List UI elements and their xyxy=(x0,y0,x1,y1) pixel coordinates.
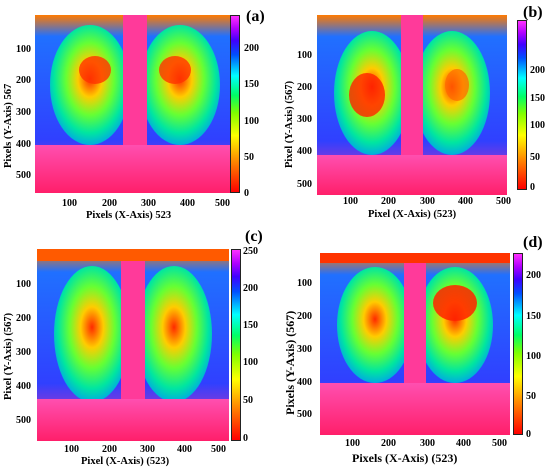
colorbar-tick: 150 xyxy=(244,79,259,90)
y-tick: 200 xyxy=(297,82,312,93)
x-tick: 500 xyxy=(215,198,230,209)
y-tick: 400 xyxy=(297,146,312,157)
x-tick: 300 xyxy=(420,438,435,449)
x-tick: 500 xyxy=(211,444,226,455)
y-axis-label: Pixel (Y-Axis) (567) xyxy=(3,312,14,400)
xray-heatmap-image xyxy=(35,15,235,193)
y-tick: 300 xyxy=(297,114,312,125)
x-tick: 400 xyxy=(458,196,473,207)
colorbar xyxy=(231,249,241,441)
colorbar-tick: 200 xyxy=(530,65,545,76)
x-tick: 200 xyxy=(381,196,396,207)
y-tick: 200 xyxy=(297,311,312,322)
x-tick: 400 xyxy=(456,438,471,449)
colorbar-tick: 200 xyxy=(244,43,259,54)
x-tick: 400 xyxy=(177,444,192,455)
x-tick: 200 xyxy=(102,198,117,209)
colorbar-tick: 100 xyxy=(244,116,259,127)
x-tick: 100 xyxy=(343,196,358,207)
colorbar xyxy=(517,20,527,190)
colorbar-tick: 50 xyxy=(530,152,540,163)
colorbar-tick: 250 xyxy=(243,246,258,257)
y-axis-label: Pixels (Y-Axis) (567) xyxy=(283,310,297,415)
x-tick: 400 xyxy=(180,198,195,209)
x-tick: 500 xyxy=(496,196,511,207)
y-tick: 300 xyxy=(16,347,31,358)
xray-heatmap-image xyxy=(320,253,510,435)
y-tick: 200 xyxy=(16,75,31,86)
x-tick: 100 xyxy=(64,444,79,455)
colorbar xyxy=(513,253,523,435)
x-tick: 500 xyxy=(492,438,507,449)
colorbar-tick: 100 xyxy=(530,120,545,131)
y-tick: 100 xyxy=(297,278,312,289)
y-axis-label: Pixels (Y-Axis) 567 xyxy=(3,83,14,168)
x-tick: 100 xyxy=(345,438,360,449)
colorbar-tick: 50 xyxy=(243,395,253,406)
y-tick: 500 xyxy=(297,409,312,420)
y-tick: 400 xyxy=(16,139,31,150)
x-tick: 300 xyxy=(141,198,156,209)
colorbar-tick: 200 xyxy=(526,270,541,281)
y-tick: 500 xyxy=(16,415,31,426)
y-axis-label: Pixel (Y-Axis) (567) xyxy=(284,80,295,168)
y-tick: 400 xyxy=(16,381,31,392)
x-axis-label: Pixel (X-Axis) (523) xyxy=(368,209,457,220)
x-tick: 300 xyxy=(420,196,435,207)
x-axis-label: Pixels (X-Axis) (523) xyxy=(352,451,458,465)
x-tick: 100 xyxy=(62,198,77,209)
colorbar-tick: 0 xyxy=(244,188,249,199)
x-tick: 300 xyxy=(140,444,155,455)
panel-tag: (b) xyxy=(523,4,543,21)
x-tick: 200 xyxy=(102,444,117,455)
y-tick: 500 xyxy=(297,179,312,190)
colorbar-tick: 200 xyxy=(243,283,258,294)
y-tick: 300 xyxy=(16,107,31,118)
xray-heatmap-image xyxy=(317,15,507,195)
colorbar-tick: 100 xyxy=(243,357,258,368)
panel-tag: (d) xyxy=(523,234,543,251)
colorbar-tick: 50 xyxy=(244,152,254,163)
y-tick: 100 xyxy=(297,50,312,61)
y-tick: 300 xyxy=(297,344,312,355)
colorbar-tick: 0 xyxy=(526,429,531,440)
colorbar-tick: 150 xyxy=(526,311,541,322)
y-tick: 400 xyxy=(297,377,312,388)
colorbar-tick: 150 xyxy=(243,320,258,331)
panel-tag: (c) xyxy=(245,228,263,245)
xray-heatmap-image xyxy=(37,249,229,441)
x-axis-label: Pixel (X-Axis) (523) xyxy=(81,456,170,467)
colorbar-tick: 150 xyxy=(530,93,545,104)
colorbar-tick: 100 xyxy=(526,351,541,362)
colorbar-tick: 50 xyxy=(526,391,536,402)
x-axis-label: Pixels (X-Axis) 523 xyxy=(86,210,172,221)
colorbar xyxy=(230,15,240,193)
colorbar-tick: 0 xyxy=(530,182,535,193)
y-tick: 200 xyxy=(16,313,31,324)
y-tick: 100 xyxy=(16,44,31,55)
y-tick: 500 xyxy=(16,170,31,181)
x-tick: 200 xyxy=(381,438,396,449)
y-tick: 100 xyxy=(16,279,31,290)
colorbar-tick: 0 xyxy=(243,433,248,444)
panel-tag: (a) xyxy=(246,8,265,25)
